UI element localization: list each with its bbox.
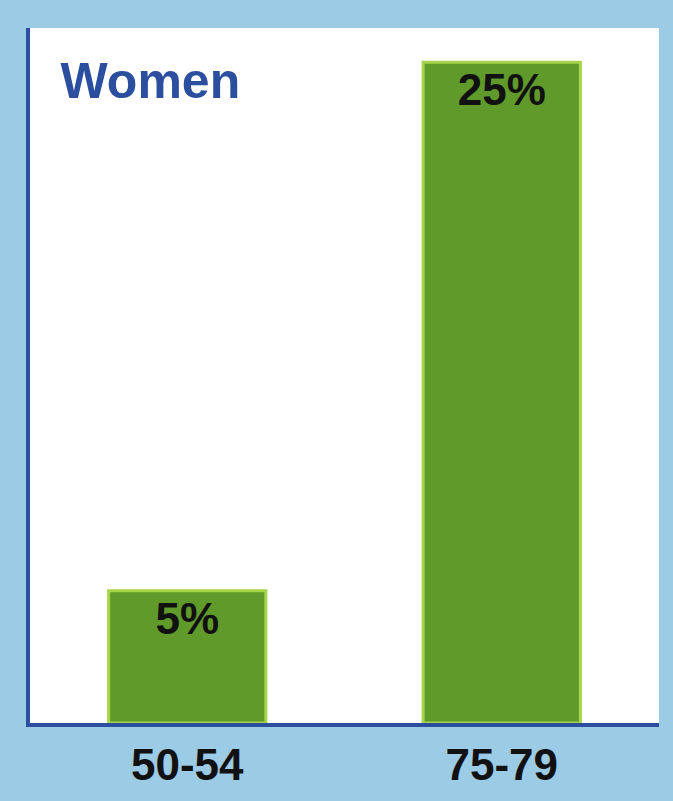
svg-text:50-54: 50-54 <box>131 740 244 789</box>
svg-text:Women: Women <box>61 53 241 109</box>
svg-text:75-79: 75-79 <box>445 740 558 789</box>
svg-text:5%: 5% <box>155 594 219 643</box>
svg-text:25%: 25% <box>458 65 546 114</box>
